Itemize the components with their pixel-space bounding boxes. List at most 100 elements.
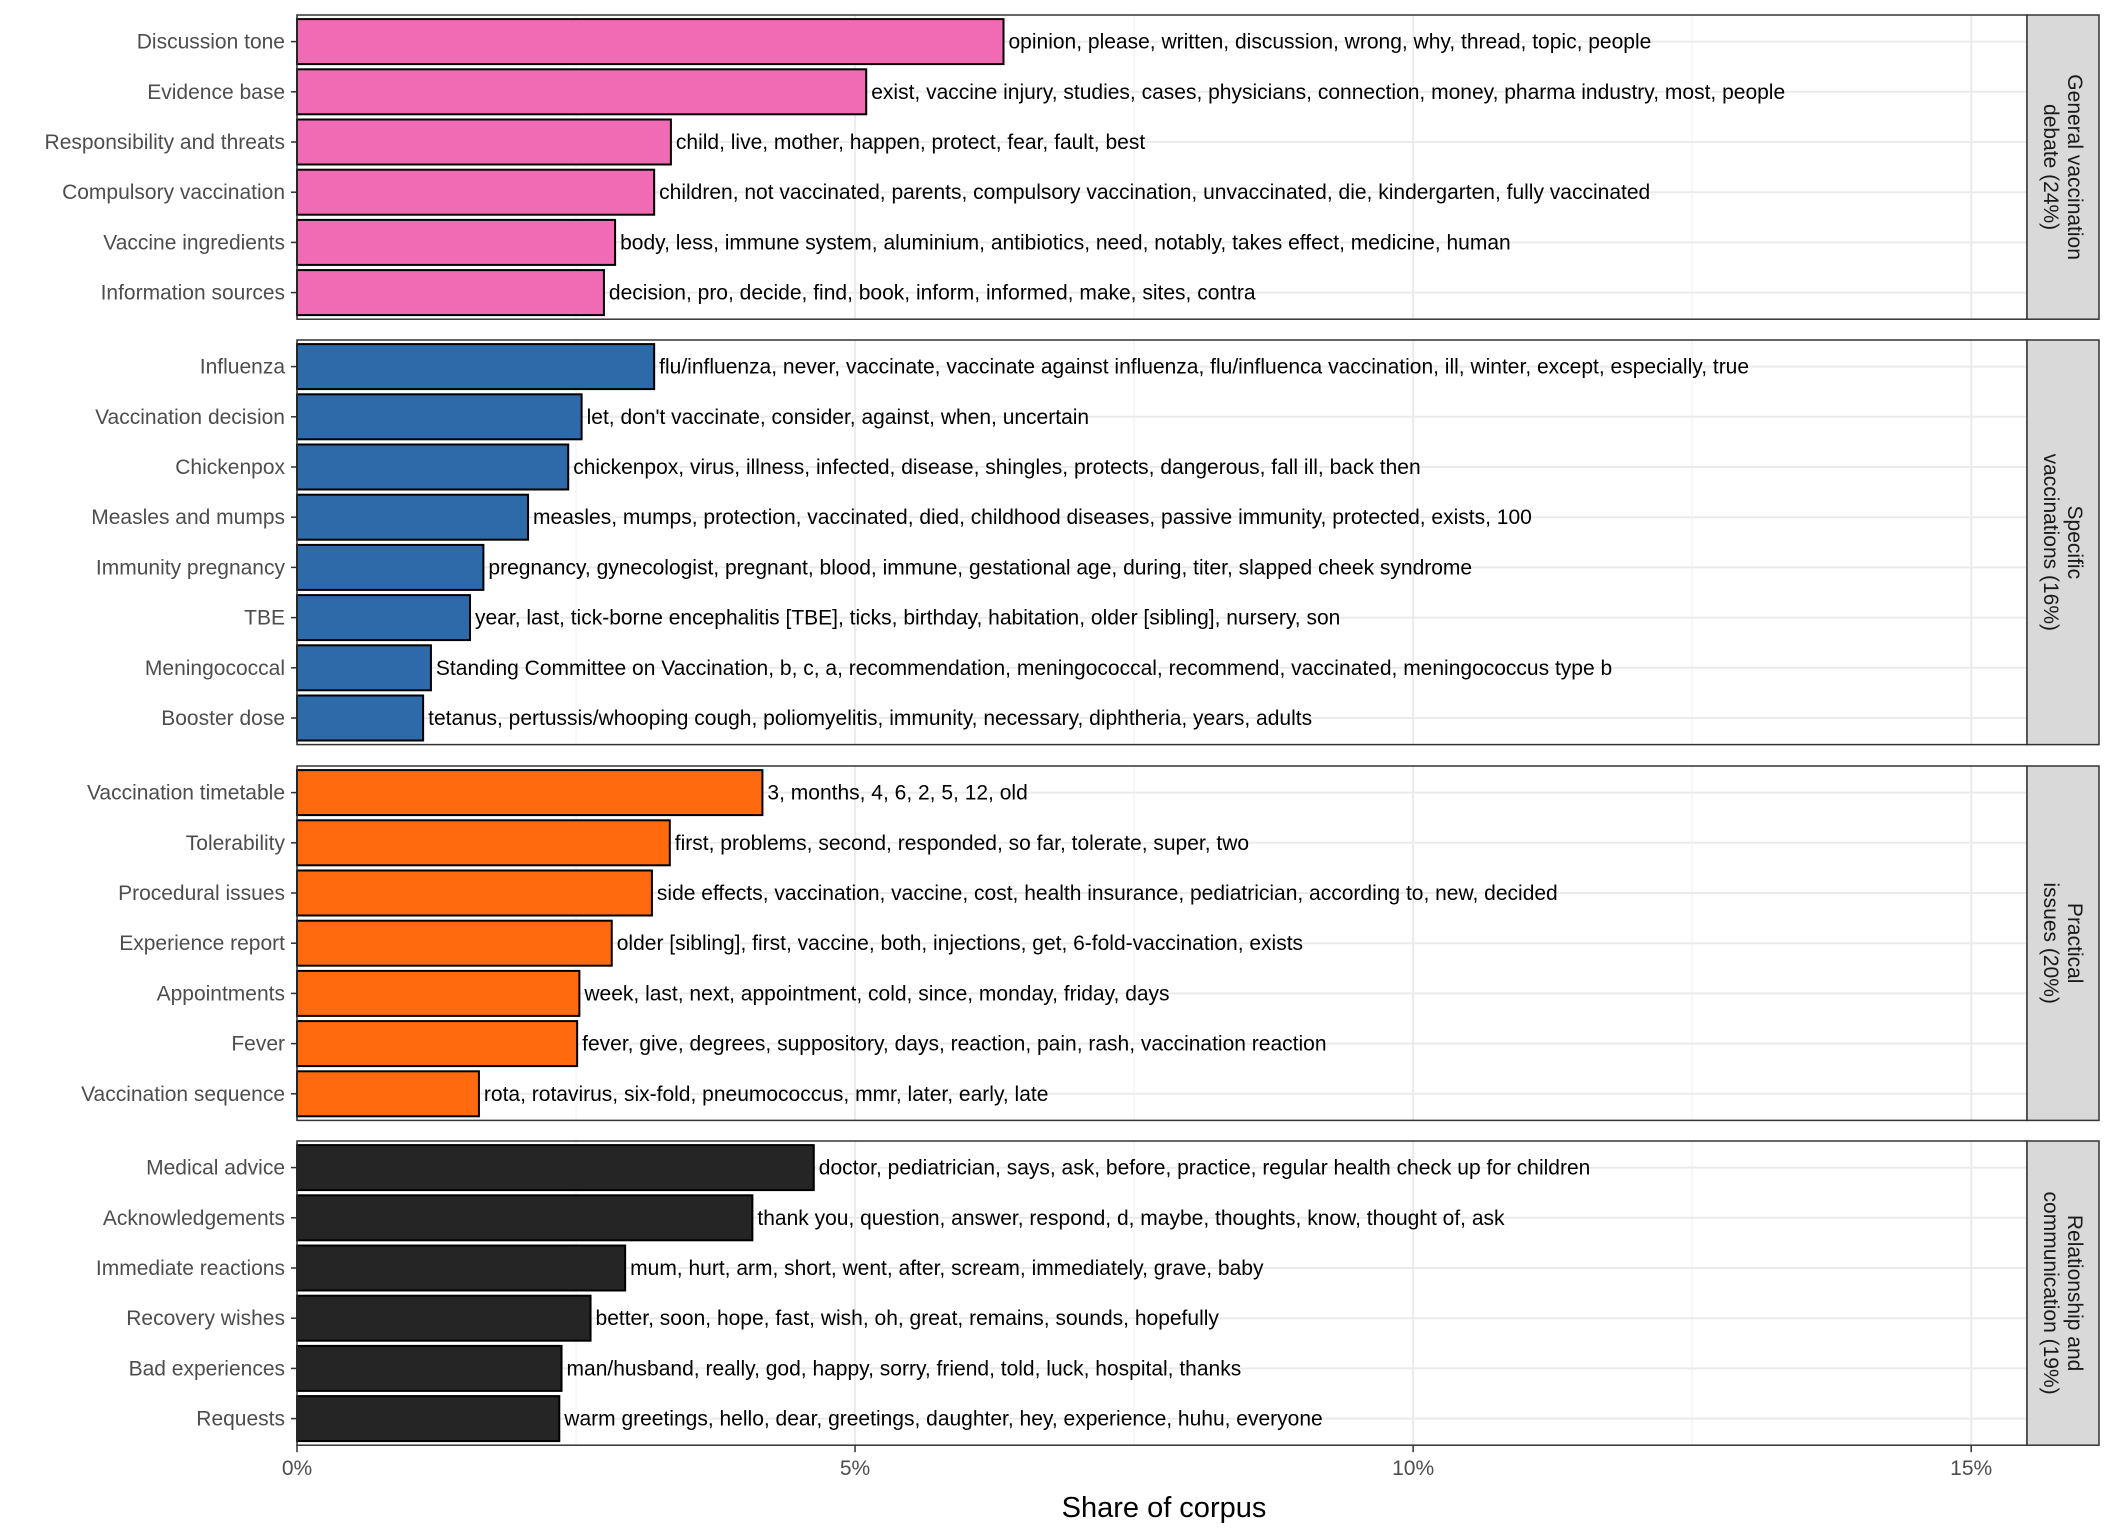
bar-label: 3, months, 4, 6, 2, 5, 12, old (767, 782, 1027, 805)
bar-label: child, live, mother, happen, protect, fe… (676, 131, 1145, 154)
bar-label: older [sibling], first, vaccine, both, i… (617, 932, 1303, 955)
facet-strip-line: issues (20%) (2039, 883, 2062, 1004)
panel-1: Discussion tone opinion, please, written,… (45, 14, 2100, 320)
category-label: Tolerability (186, 832, 286, 855)
category-label: Information sources (101, 282, 285, 305)
x-tick-label: 5% (840, 1457, 870, 1480)
bar (296, 1344, 563, 1392)
category-label: Compulsory vaccination (62, 181, 285, 204)
category-label: Vaccination sequence (81, 1083, 285, 1106)
bar-label: week, last, next, appointment, cold, sin… (583, 982, 1169, 1005)
bar (296, 18, 1005, 66)
bar (296, 493, 530, 541)
category-label: Vaccination decision (95, 406, 285, 429)
category-label: Evidence base (147, 81, 285, 104)
facet-strip-label: Specificvaccinations (16%) (2039, 454, 2086, 631)
bar (296, 1395, 561, 1443)
bar-label: flu/influenza, never, vaccinate, vaccina… (659, 356, 1749, 379)
bar (296, 919, 613, 967)
facet-strip (2026, 1140, 2100, 1446)
bar (296, 118, 672, 166)
bar-label: pregnancy, gynecologist, pregnant, blood… (488, 556, 1472, 579)
bar (296, 1244, 627, 1292)
facet-strip-label: Relationship andcommunication (19%) (2039, 1192, 2086, 1395)
category-label: Influenza (200, 356, 286, 379)
bar (296, 969, 581, 1017)
bar (296, 1070, 480, 1118)
bar (296, 543, 485, 591)
facet-strip-line: General vaccination (2063, 74, 2086, 260)
facet-strip (2026, 14, 2100, 320)
bar-label: decision, pro, decide, find, book, infor… (609, 282, 1256, 305)
bar-label: Standing Committee on Vaccination, b, c,… (436, 657, 1612, 680)
bar (296, 269, 605, 317)
bar (296, 594, 471, 642)
bar-label: thank you, question, answer, respond, d,… (757, 1207, 1505, 1230)
bar-label: mum, hurt, arm, short, went, after, scre… (630, 1257, 1264, 1280)
category-label: Bad experiences (129, 1357, 285, 1380)
bar-label: fever, give, degrees, suppository, days,… (582, 1033, 1326, 1056)
category-label: Responsibility and threats (45, 131, 285, 154)
bar-label: better, soon, hope, fast, wish, oh, grea… (596, 1307, 1220, 1330)
bar (296, 168, 656, 216)
bar-label: let, don't vaccinate, consider, against,… (587, 406, 1089, 429)
bar-label: doctor, pediatrician, says, ask, before,… (819, 1157, 1591, 1180)
bar (296, 1020, 579, 1068)
facet-strip-line: Specific (2063, 506, 2086, 580)
x-tick-label: 0% (282, 1457, 312, 1480)
category-label: Immediate reactions (96, 1257, 285, 1280)
bar-label: side effects, vaccination, vaccine, cost… (657, 882, 1558, 905)
bar (296, 1144, 815, 1192)
facet-strip-line: Practical (2063, 903, 2086, 984)
category-label: Experience report (119, 932, 285, 955)
category-label: Vaccination timetable (87, 782, 285, 805)
panel-background (297, 340, 2027, 745)
category-label: Recovery wishes (126, 1307, 285, 1330)
bar (296, 1194, 754, 1242)
category-label: Requests (196, 1408, 285, 1431)
bar-label: rota, rotavirus, six-fold, pneumococcus,… (484, 1083, 1049, 1106)
category-label: Medical advice (146, 1157, 285, 1180)
bar (296, 644, 432, 692)
category-label: Vaccine ingredients (103, 231, 285, 254)
bar (296, 869, 653, 917)
panel-4: Medical advice doctor, pediatrician, says… (96, 1140, 2100, 1446)
panel-3: Vaccination timetable 3, months, 4, 6, 2,… (81, 765, 2100, 1122)
facet-strip-label: Practicalissues (20%) (2039, 883, 2086, 1004)
bar (296, 218, 617, 266)
panel-2: Influenza flu/influenza, never, vaccinate… (91, 339, 2100, 746)
category-label: Discussion tone (137, 31, 285, 54)
category-label: Chickenpox (175, 456, 285, 479)
bar (296, 694, 425, 742)
x-tick-label: 15% (1950, 1457, 1992, 1480)
bar (296, 819, 671, 867)
bar (296, 769, 764, 817)
bar-label: measles, mumps, protection, vaccinated, … (533, 506, 1532, 529)
category-label: Appointments (157, 982, 285, 1005)
panels-layer: Discussion tone opinion, please, written,… (45, 14, 2100, 1446)
facet-strip-line: Relationship and (2063, 1215, 2086, 1371)
bar-label: warm greetings, hello, dear, greetings, … (563, 1408, 1322, 1431)
bar-label: opinion, please, written, discussion, wr… (1009, 31, 1652, 54)
category-label: Acknowledgements (103, 1207, 285, 1230)
category-label: Meningococcal (145, 657, 285, 680)
bar-label: year, last, tick-borne encephalitis [TBE… (475, 607, 1340, 630)
x-axis: 0% 5% 10% 15% (282, 1445, 1992, 1480)
x-axis-title: Share of corpus (1062, 1492, 1267, 1524)
bar-label: tetanus, pertussis/whooping cough, polio… (428, 707, 1312, 730)
facet-strip-label: General vaccinationdebate (24%) (2039, 74, 2086, 260)
bar (296, 1294, 592, 1342)
bar-label: children, not vaccinated, parents, compu… (659, 181, 1650, 204)
bar-label: chickenpox, virus, illness, infected, di… (573, 456, 1420, 479)
facet-strip-line: vaccinations (16%) (2039, 454, 2062, 631)
bar (296, 68, 868, 116)
panel-background (297, 15, 2027, 320)
bar-label: body, less, immune system, aluminium, an… (620, 231, 1511, 254)
bar-label: exist, vaccine injury, studies, cases, p… (871, 81, 1785, 104)
x-tick-label: 10% (1392, 1457, 1434, 1480)
bar (296, 343, 656, 391)
category-label: TBE (244, 607, 285, 630)
facet-strip (2026, 765, 2100, 1122)
panel-background (297, 1141, 2027, 1446)
category-label: Measles and mumps (91, 506, 285, 529)
